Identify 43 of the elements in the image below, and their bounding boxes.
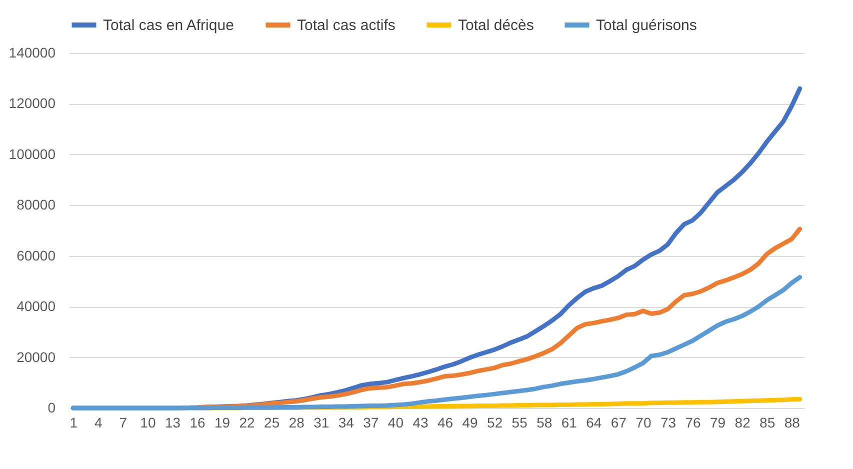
x-tick-label: 40	[388, 414, 404, 430]
y-tick-label: 20000	[16, 348, 56, 365]
y-tick-label: 120000	[8, 95, 56, 112]
x-tick-label: 19	[214, 414, 230, 430]
y-tick-label: 140000	[8, 44, 56, 60]
y-tick-label: 80000	[16, 196, 56, 213]
y-tick-label: 0	[48, 400, 56, 416]
legend-label: Total cas en Afrique	[103, 17, 234, 34]
x-tick-label: 16	[190, 414, 206, 430]
x-tick-label: 25	[264, 414, 280, 430]
y-tick-label: 40000	[16, 298, 56, 314]
x-tick-label: 43	[412, 414, 428, 430]
x-tick-label: 7	[119, 414, 128, 430]
x-tick-label: 58	[536, 414, 552, 430]
legend-label: Total décès	[458, 17, 534, 34]
y-tick-label: 100000	[8, 146, 56, 162]
y-tick-label: 60000	[16, 247, 56, 264]
x-tick-label: 31	[314, 414, 330, 430]
x-tick-label: 88	[784, 414, 800, 430]
x-tick-label: 22	[239, 414, 256, 430]
x-tick-label: 52	[487, 414, 503, 430]
x-tick-label: 34	[338, 414, 354, 430]
x-tick-label: 46	[437, 414, 454, 430]
x-tick-label: 61	[561, 414, 578, 430]
x-tick-label: 1	[70, 414, 78, 430]
x-tick-label: 79	[710, 414, 726, 430]
x-tick-label: 13	[164, 414, 181, 430]
legend-label: Total guérisons	[596, 17, 697, 34]
legend-label: Total cas actifs	[297, 17, 396, 34]
x-tick-label: 28	[288, 414, 305, 430]
x-tick-label: 85	[760, 414, 776, 430]
x-tick-label: 10	[140, 414, 156, 430]
x-tick-label: 49	[462, 414, 478, 430]
x-tick-label: 82	[734, 414, 751, 430]
x-tick-label: 76	[685, 414, 702, 430]
x-tick-label: 73	[660, 414, 676, 430]
x-tick-label: 4	[94, 414, 103, 430]
x-tick-label: 37	[363, 414, 379, 430]
x-tick-label: 67	[610, 414, 627, 430]
x-tick-label: 70	[636, 414, 652, 430]
x-tick-label: 64	[586, 414, 602, 430]
line-series	[70, 274, 802, 410]
x-tick-label: 55	[512, 414, 528, 430]
